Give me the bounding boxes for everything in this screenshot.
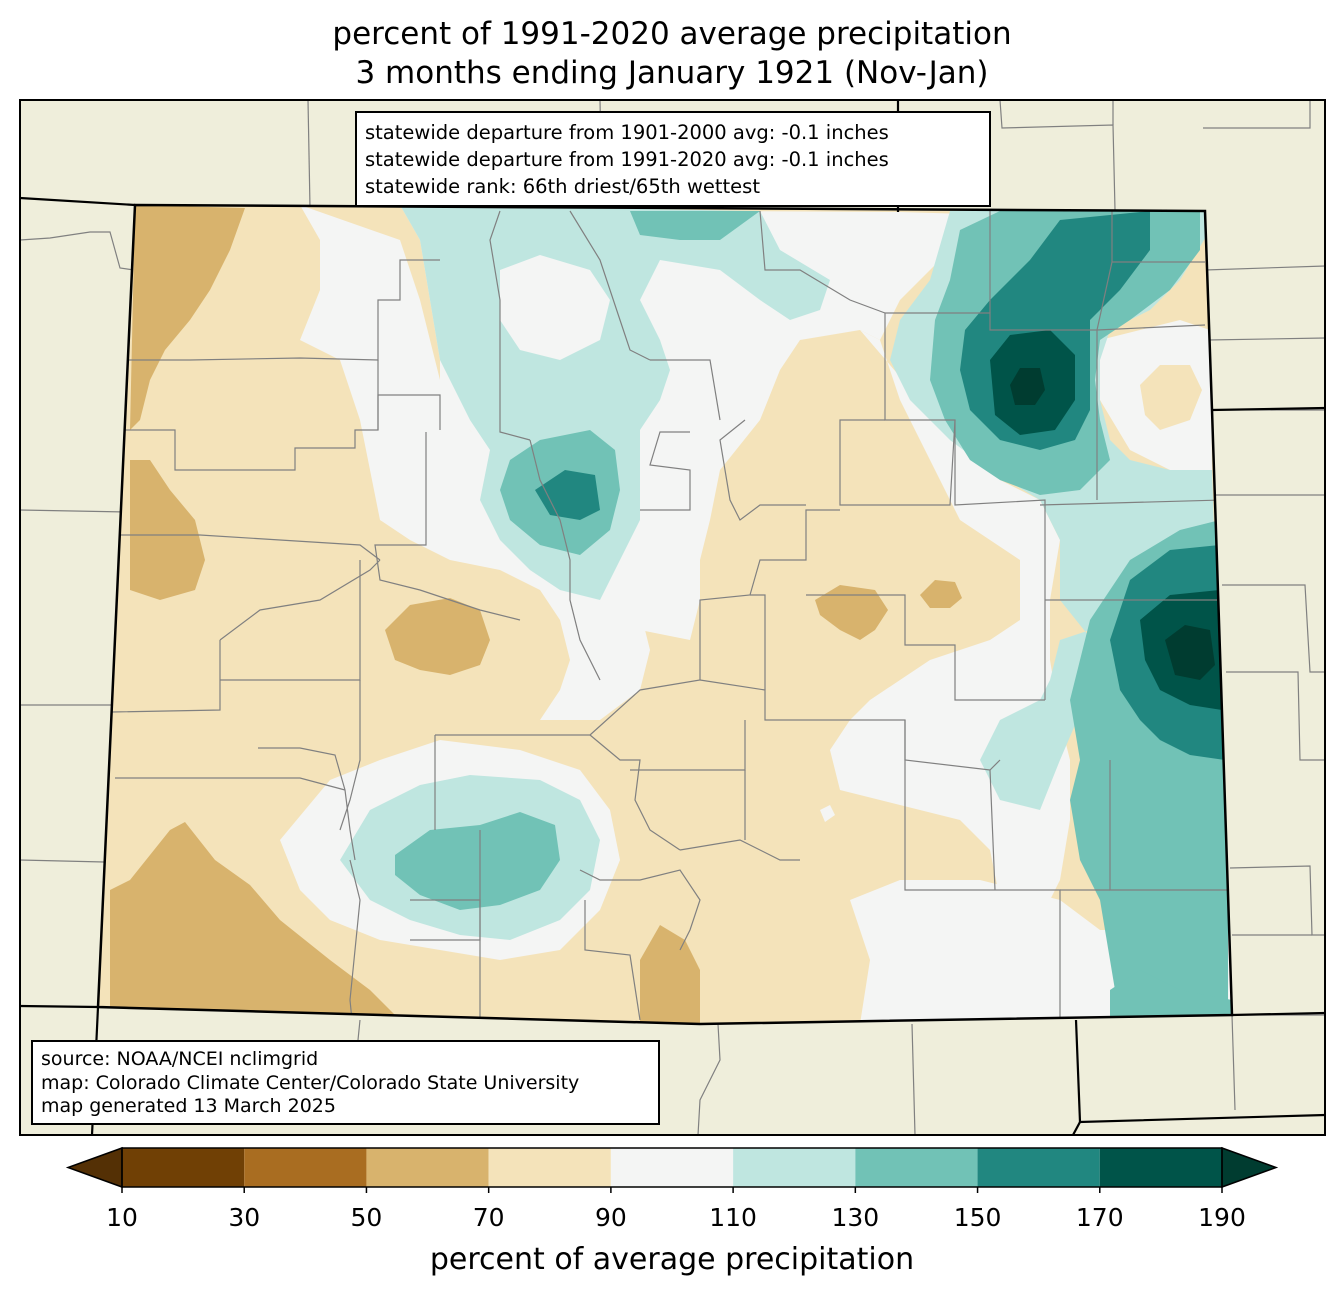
statewide-stats-box: statewide departure from 1901-2000 avg: … [355,111,991,207]
stat-departure-1991-2020: statewide departure from 1991-2020 avg: … [365,148,889,171]
colorbar-tick-label-6: 130 [831,1203,880,1232]
colorbar-tick-label-5: 110 [709,1203,757,1232]
source-box: source: NOAA/NCEI nclimgrid map: Colorad… [31,1040,660,1125]
colorbar-tick-label-1: 30 [228,1203,261,1232]
map-title-line2: 3 months ending January 1921 (Nov-Jan) [355,55,989,91]
colorado-border [96,203,1234,1026]
colorbar-tick-label-3: 70 [472,1203,505,1232]
stat-rank: statewide rank: 66th driest/65th wettest [365,175,760,198]
precipitation-field [98,205,1232,1024]
colorbar-tick-label-2: 50 [350,1203,383,1232]
map-title-line1: percent of 1991-2020 average precipitati… [332,16,1012,52]
colorbar-tick-label-4: 90 [594,1203,627,1232]
colorbar-label: percent of average precipitation [429,1242,915,1277]
map-credit-line: map: Colorado Climate Center/Colorado St… [41,1071,580,1094]
stat-departure-1901-2000: statewide departure from 1901-2000 avg: … [365,121,889,144]
colorbar-tick-label-0: 10 [106,1203,138,1232]
colorbar-tick-label-9: 190 [1198,1203,1246,1232]
source-line: source: NOAA/NCEI nclimgrid [41,1048,319,1070]
county-lines [111,210,1232,1021]
generated-date-line: map generated 13 March 2025 [41,1095,336,1117]
neighbor-county-lines [20,100,1325,1135]
map-frame [19,99,1326,1136]
colorbar-tick-label-8: 170 [1075,1203,1124,1232]
colorbar-tick-label-7: 150 [953,1203,1002,1232]
